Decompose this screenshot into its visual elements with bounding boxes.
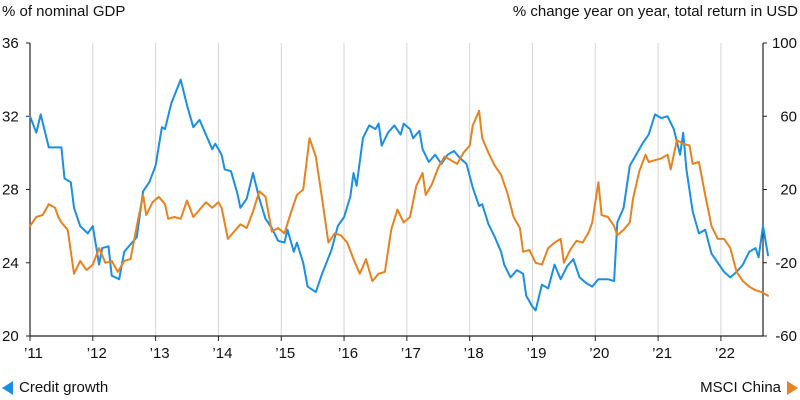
y-right-tick-label: 20 xyxy=(780,182,797,199)
y-right-tick-label: -20 xyxy=(775,255,797,272)
series-line-msci-china xyxy=(29,109,769,297)
x-tick-label: ’16 xyxy=(338,345,358,362)
y-left-tick-label: 32 xyxy=(2,108,19,125)
x-tick-label: ’17 xyxy=(401,345,421,362)
x-tick-label: ’19 xyxy=(526,345,546,362)
legend-credit-growth-label: Credit growth xyxy=(19,379,109,396)
y-left-tick-label: 20 xyxy=(2,328,19,345)
x-tick-label: ’11 xyxy=(24,345,43,362)
y-right-tick-label: 60 xyxy=(780,108,797,125)
y-left-tick-label: 24 xyxy=(2,255,19,272)
y-right-tick-label: 100 xyxy=(772,35,797,52)
x-tick-label: ’15 xyxy=(275,345,295,362)
y-left-tick-label: 28 xyxy=(2,182,19,199)
triangle-left-icon xyxy=(2,380,13,395)
x-tick-label: ’14 xyxy=(212,345,232,362)
x-tick-label: ’13 xyxy=(150,345,170,362)
y-right-tick-label: -60 xyxy=(775,328,797,345)
series-lines xyxy=(29,78,769,312)
legend-msci-china-label: MSCI China xyxy=(700,379,781,396)
y-left-tick-label: 36 xyxy=(2,35,19,52)
x-tick-label: ’21 xyxy=(652,345,672,362)
series-line-credit-growth xyxy=(29,78,769,312)
x-tick-label: ’12 xyxy=(87,345,107,362)
legend-credit-growth: Credit growth xyxy=(2,379,108,396)
right-axis-title: % change year on year, total return in U… xyxy=(512,3,798,20)
x-tick-label: ’22 xyxy=(715,345,735,362)
x-tick-label: ’18 xyxy=(464,345,484,362)
axes xyxy=(26,42,767,341)
legend-msci-china: MSCI China xyxy=(700,379,798,396)
x-tick-label: ’20 xyxy=(589,345,609,362)
left-axis-title: % of nominal GDP xyxy=(2,3,126,20)
triangle-right-icon xyxy=(787,380,798,395)
tick-labels: ’11 ’12 ’13 ’14 ’15 ’16 ’17 ’18 ’19 ’20 ’21 ’22 36 32… xyxy=(2,35,797,362)
grid-lines xyxy=(29,43,722,336)
